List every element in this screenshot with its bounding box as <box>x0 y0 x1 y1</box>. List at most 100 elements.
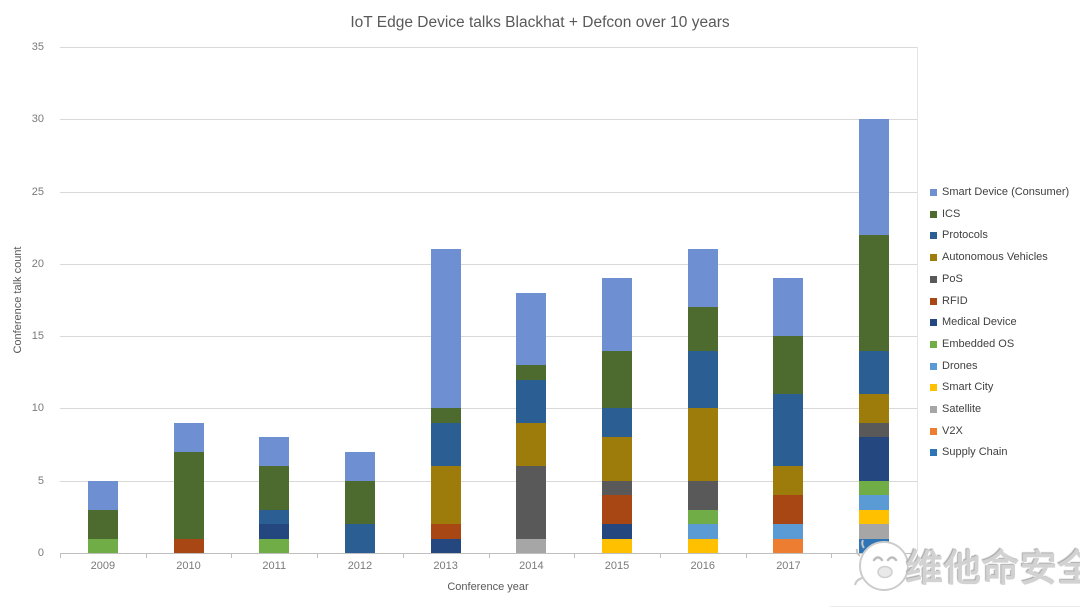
bar-2014-pos <box>516 466 547 539</box>
bar-2013-autonomous-vehicles <box>430 466 461 525</box>
bar-2012-ics <box>344 480 375 525</box>
legend-swatch-icon <box>930 210 937 218</box>
legend-swatch-icon <box>930 275 937 283</box>
y-tick-label-15: 15 <box>31 330 44 343</box>
legend-swatch-icon <box>930 189 937 196</box>
gridline-5 <box>60 481 917 482</box>
legend-swatch-icon <box>930 340 937 348</box>
legend-swatch-icon <box>930 319 937 327</box>
gridline-30 <box>60 119 917 120</box>
x-axis-tick <box>831 554 833 558</box>
bar-2013-medical-device <box>430 538 461 553</box>
x-axis-tick <box>231 554 233 558</box>
legend-label: PoS <box>942 272 963 285</box>
bar-2017-smart-device-consumer <box>773 278 804 337</box>
legend-label: Medical Device <box>942 316 1017 329</box>
x-axis-tick <box>60 554 61 558</box>
bar-2017-protocols <box>773 393 804 467</box>
bar-2018-pos <box>859 422 890 438</box>
bar-2015-medical-device <box>602 524 633 539</box>
bar-2016-drones <box>687 524 718 539</box>
x-axis-tick <box>917 554 918 558</box>
bar-2011-medical-device <box>259 524 290 539</box>
bar-2017-autonomous-vehicles <box>773 466 804 496</box>
bar-2018-smart-city <box>859 509 890 525</box>
watermark-text: 维他命安全 <box>906 548 1080 589</box>
legend-label: RFID <box>942 294 968 307</box>
bar-2009-ics <box>87 509 118 539</box>
y-tick-label-35: 35 <box>31 41 44 53</box>
bar-2015-smart-city <box>602 538 633 553</box>
bar-2018-protocols <box>859 350 890 394</box>
bar-2016-embedded-os <box>687 509 718 525</box>
legend-label: Smart Device (Consumer) <box>942 186 1070 198</box>
legend-label: Supply Chain <box>942 446 1008 459</box>
bar-2018-ics <box>859 234 890 351</box>
bar-2012-protocols <box>344 524 375 553</box>
bar-2011-ics <box>259 466 290 510</box>
bar-2018-smart-device-consumer <box>859 119 890 235</box>
x-tick-label-2017: 2017 <box>776 560 801 572</box>
watermark-divider <box>830 606 1080 607</box>
gridline-35 <box>60 47 917 48</box>
bar-2013-protocols <box>430 422 461 467</box>
chart-title: IoT Edge Device talks Blackhat + Defcon … <box>350 14 730 31</box>
y-tick-label-20: 20 <box>31 257 44 270</box>
x-axis-tick <box>317 554 319 558</box>
y-tick-label-5: 5 <box>37 474 44 487</box>
bar-2014-ics <box>516 365 547 380</box>
legend-swatch-icon <box>930 362 937 370</box>
y-tick-label-30: 30 <box>31 113 44 126</box>
x-axis-tick <box>659 554 661 558</box>
x-tick-label-2012: 2012 <box>347 560 373 572</box>
x-tick-label-2016: 2016 <box>690 560 715 572</box>
legend-label: Embedded OS <box>942 337 1015 350</box>
x-axis-title: Conference year <box>447 581 529 593</box>
bar-2018-medical-device <box>859 437 890 481</box>
bar-2017-ics <box>773 336 804 394</box>
bar-2014-satellite <box>516 538 547 553</box>
legend-label: Protocols <box>942 229 988 242</box>
wechat-avatar-face-icon <box>854 534 910 599</box>
gridline-15 <box>60 336 917 337</box>
legend-label: Autonomous Vehicles <box>942 251 1048 264</box>
bar-2016-autonomous-vehicles <box>687 408 718 481</box>
bar-2015-autonomous-vehicles <box>602 437 633 481</box>
bar-2017-v2x <box>773 538 804 553</box>
y-tick-label-0: 0 <box>37 547 44 559</box>
bar-2010-rfid <box>173 538 204 553</box>
plot-right-border <box>917 47 918 553</box>
legend-label: V2X <box>942 424 963 437</box>
x-axis-line <box>60 553 917 554</box>
bar-2014-autonomous-vehicles <box>516 422 547 467</box>
gridline-10 <box>60 408 917 409</box>
bar-2014-protocols <box>516 379 547 423</box>
bar-2011-embedded-os <box>259 538 290 553</box>
x-axis-tick <box>145 554 147 558</box>
legend-swatch-icon <box>930 449 937 457</box>
bar-2016-pos <box>687 480 718 510</box>
bar-2018-satellite <box>859 524 890 539</box>
bar-2016-smart-device-consumer <box>687 249 718 308</box>
legend-label: ICS <box>942 207 961 220</box>
legend-swatch-icon <box>930 297 937 305</box>
bar-2009-embedded-os <box>87 538 118 553</box>
y-tick-label-25: 25 <box>31 185 44 198</box>
legend-swatch-icon <box>930 232 937 240</box>
x-tick-label-2015: 2015 <box>604 560 630 572</box>
bar-2011-protocols <box>259 509 290 525</box>
bar-2013-smart-device-consumer <box>430 249 461 409</box>
bar-2011-smart-device-consumer <box>259 437 290 467</box>
legend-label: Smart City <box>942 381 994 394</box>
legend-swatch-icon <box>930 384 937 392</box>
legend-label: Drones <box>942 359 978 372</box>
x-axis-tick <box>574 554 576 558</box>
legend-swatch-icon <box>930 427 937 435</box>
x-tick-label-2013: 2013 <box>433 560 458 572</box>
x-tick-label-2014: 2014 <box>519 560 544 572</box>
bar-2017-rfid <box>773 495 804 525</box>
bar-2016-ics <box>687 307 718 351</box>
bar-2018-embedded-os <box>859 480 890 496</box>
bar-2013-ics <box>430 408 461 423</box>
